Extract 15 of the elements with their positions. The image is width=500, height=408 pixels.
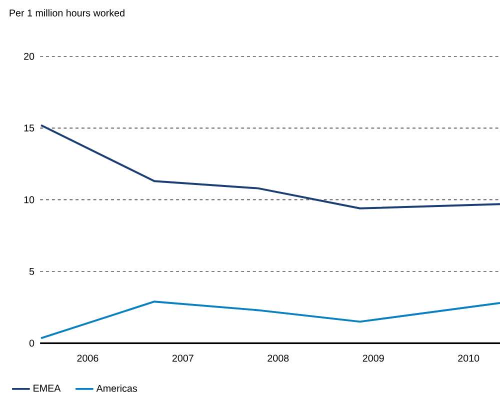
x-tick-label: 2009 [362,354,384,362]
x-tick-label: 2006 [77,354,98,362]
x-tick-label: 2008 [268,354,289,362]
y-tick-label: 10 [24,196,34,204]
y-tick-label: 20 [24,52,34,60]
line-series [40,300,500,339]
legend-label: Americas [96,384,138,392]
y-axis-title: Per 1 million hours worked [10,9,124,16]
y-tick-label: 15 [24,124,34,132]
x-tick-label: 2007 [172,354,194,362]
line-series [40,124,500,210]
x-tick-label: 2010 [458,354,480,362]
legend-label: EMEA [34,384,61,392]
y-tick-label: 5 [29,268,34,275]
y-tick-label: 0 [29,339,34,346]
